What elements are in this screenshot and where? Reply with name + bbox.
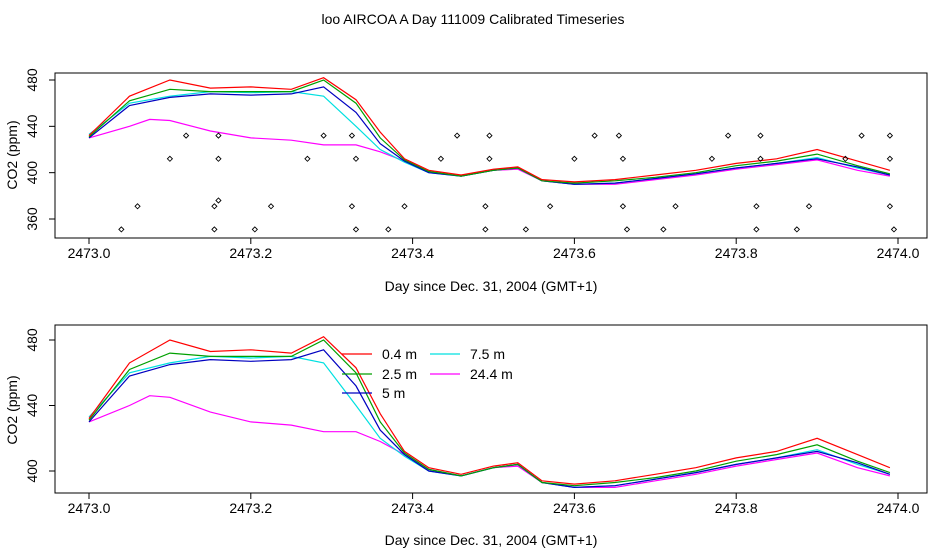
- data-marker: [619, 203, 627, 210]
- data-marker: [546, 203, 554, 210]
- data-marker: [623, 226, 631, 233]
- series-line-24-4-m: [88, 118, 891, 185]
- data-marker: [320, 132, 327, 139]
- data-marker: [591, 132, 598, 139]
- legend: 0.4 m 2.5 m 5 m 7.5 m 24.4 m: [342, 346, 513, 401]
- series-lines: [88, 77, 891, 185]
- data-marker: [352, 155, 360, 162]
- data-marker: [757, 132, 764, 139]
- y-tick-label: 480: [24, 68, 40, 92]
- data-marker: [348, 132, 356, 139]
- data-marker: [134, 203, 141, 210]
- y-tick-label: 400: [24, 459, 40, 483]
- legend-label: 5 m: [382, 385, 405, 401]
- series-line-2-5-m: [88, 79, 891, 184]
- data-marker: [660, 226, 667, 233]
- x-tick-label: 2473.0: [68, 500, 111, 516]
- data-marker: [793, 226, 801, 233]
- x-tick-label: 2474.0: [877, 245, 920, 261]
- series-line-24-4-m: [88, 395, 891, 488]
- data-marker: [352, 226, 360, 233]
- y-axis-label: CO2 (ppm): [4, 120, 20, 189]
- data-marker: [486, 155, 493, 162]
- y-tick-label: 440: [24, 114, 40, 138]
- x-tick-label: 2473.4: [391, 245, 434, 261]
- data-marker: [757, 155, 764, 162]
- axis-ticks: 2473.0 2473.2 2473.4 2473.6 2473.8 2474.0 360 4…: [24, 68, 920, 261]
- legend-label: 2.5 m: [382, 366, 417, 382]
- data-marker: [708, 155, 716, 162]
- data-marker: [182, 132, 190, 139]
- data-marker: [753, 226, 760, 233]
- y-tick-label: 360: [24, 207, 40, 231]
- series-lines: [88, 335, 891, 489]
- data-marker: [215, 197, 222, 204]
- x-tick-label: 2473.2: [229, 500, 272, 516]
- y-tick-label: 440: [24, 394, 40, 418]
- data-marker: [886, 155, 894, 162]
- data-marker: [724, 132, 732, 139]
- y-tick-label: 480: [24, 328, 40, 352]
- data-marker: [482, 203, 489, 210]
- top-panel: CO2 (ppm) Day since Dec. 31, 2004 (GMT+1…: [4, 68, 928, 294]
- x-tick-label: 2473.0: [68, 245, 111, 261]
- data-marker: [571, 155, 578, 162]
- data-marker: [619, 155, 627, 162]
- data-marker: [211, 226, 218, 233]
- data-marker: [482, 226, 489, 233]
- data-marker: [805, 203, 813, 210]
- x-tick-label: 2473.6: [553, 245, 596, 261]
- data-marker: [215, 132, 222, 139]
- plot-frame: [54, 324, 928, 494]
- legend-label: 7.5 m: [470, 346, 505, 362]
- data-marker: [886, 203, 894, 210]
- data-marker: [437, 155, 445, 162]
- y-axis-label: CO2 (ppm): [4, 375, 20, 444]
- chart-title: loo AIRCOA A Day 111009 Calibrated Times…: [322, 11, 625, 27]
- data-marker: [401, 203, 408, 210]
- series-line-0-4-m: [88, 335, 891, 485]
- data-marker: [486, 132, 493, 139]
- x-tick-label: 2473.8: [715, 500, 758, 516]
- data-marker: [753, 203, 760, 210]
- x-tick-label: 2473.6: [553, 500, 596, 516]
- plot-frame: [54, 72, 928, 239]
- x-tick-label: 2473.2: [229, 245, 272, 261]
- series-line-2-5-m: [88, 339, 891, 487]
- x-tick-label: 2474.0: [877, 500, 920, 516]
- data-marker: [672, 203, 679, 210]
- x-tick-label: 2473.4: [391, 500, 434, 516]
- bottom-panel: CO2 (ppm) Day since Dec. 31, 2004 (GMT+1…: [4, 324, 928, 548]
- data-marker: [385, 226, 392, 233]
- data-marker: [251, 226, 258, 233]
- marker-points: [118, 132, 898, 233]
- axis-ticks: 2473.0 2473.2 2473.4 2473.6 2473.8 2474.0 400 4…: [24, 328, 920, 516]
- x-tick-label: 2473.8: [715, 245, 758, 261]
- data-marker: [348, 203, 356, 210]
- data-marker: [215, 155, 222, 162]
- data-marker: [453, 132, 461, 139]
- data-marker: [166, 155, 174, 162]
- data-marker: [267, 203, 275, 210]
- data-marker: [615, 132, 623, 139]
- data-marker: [886, 132, 894, 139]
- data-marker: [890, 226, 898, 233]
- y-tick-label: 400: [24, 161, 40, 185]
- x-axis-label: Day since Dec. 31, 2004 (GMT+1): [385, 278, 598, 294]
- legend-label: 0.4 m: [382, 346, 417, 362]
- x-axis-label: Day since Dec. 31, 2004 (GMT+1): [385, 532, 598, 548]
- series-line-0-4-m: [88, 77, 891, 183]
- data-marker: [858, 132, 865, 139]
- data-marker: [522, 226, 529, 233]
- data-marker: [304, 155, 311, 162]
- data-marker: [211, 203, 218, 210]
- legend-label: 24.4 m: [470, 366, 513, 382]
- data-marker: [118, 226, 125, 233]
- data-marker: [842, 155, 849, 162]
